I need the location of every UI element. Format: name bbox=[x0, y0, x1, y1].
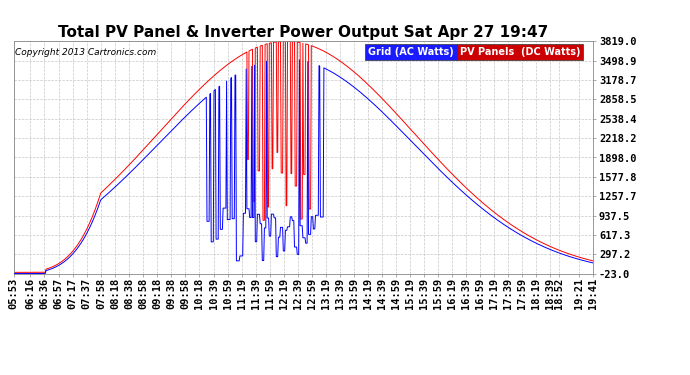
Text: PV Panels  (DC Watts): PV Panels (DC Watts) bbox=[460, 47, 580, 57]
Text: Grid (AC Watts): Grid (AC Watts) bbox=[368, 47, 454, 57]
Title: Total PV Panel & Inverter Power Output Sat Apr 27 19:47: Total PV Panel & Inverter Power Output S… bbox=[59, 25, 549, 40]
Text: Copyright 2013 Cartronics.com: Copyright 2013 Cartronics.com bbox=[15, 48, 156, 57]
